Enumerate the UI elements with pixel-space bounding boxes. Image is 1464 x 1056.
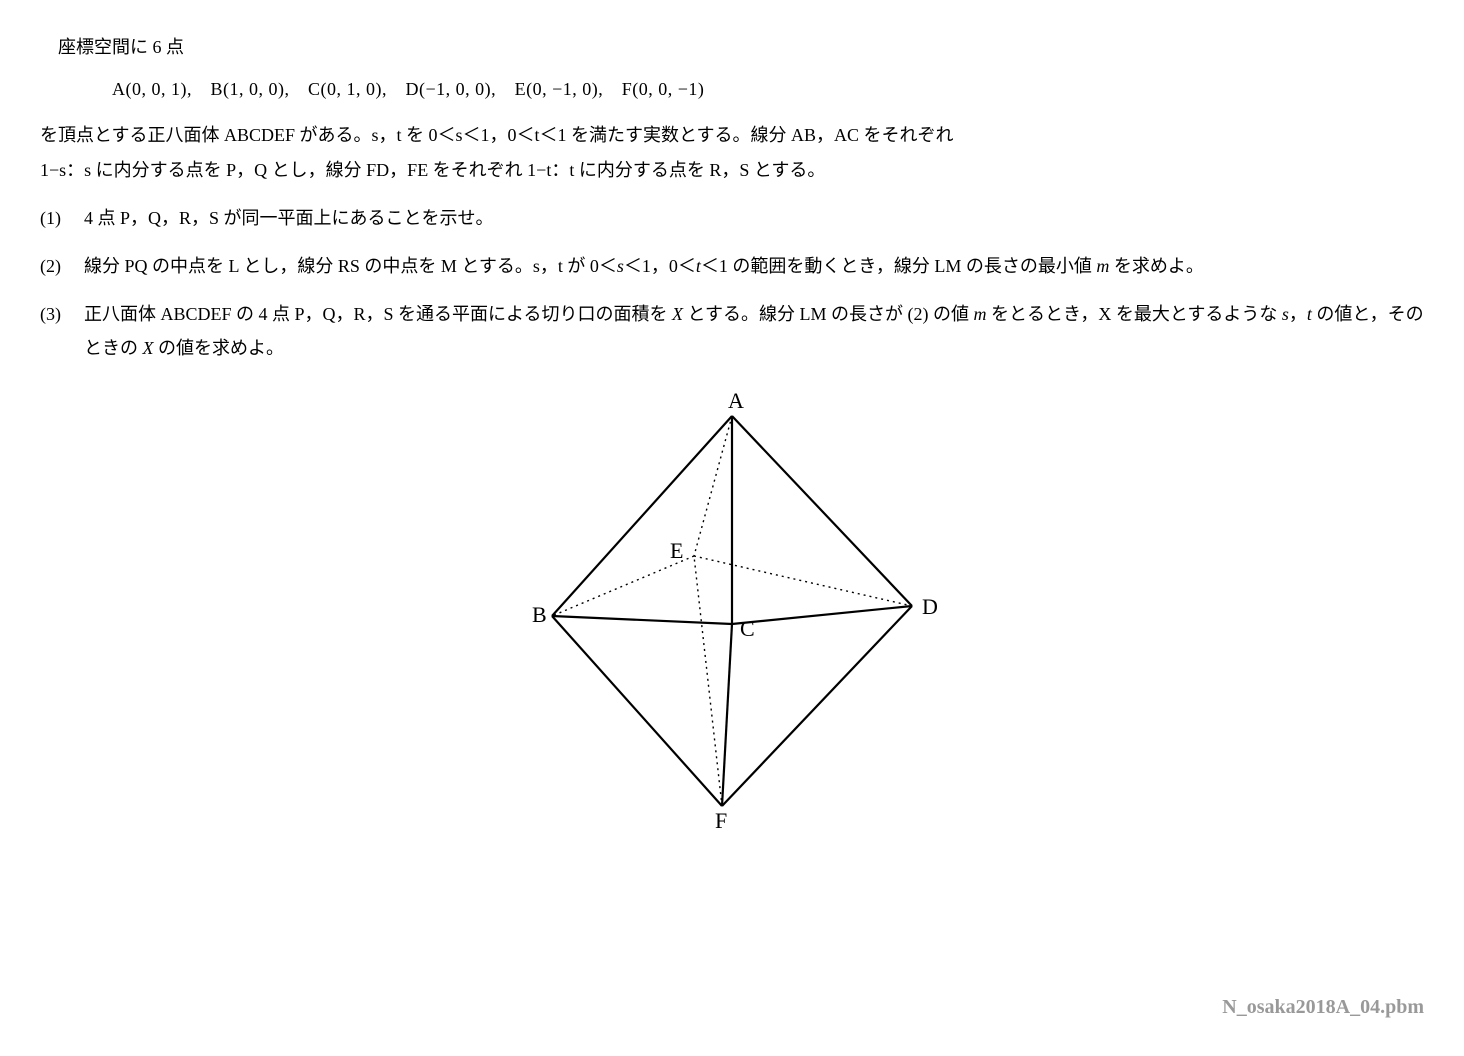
svg-text:F: F [715, 808, 727, 833]
question-number: (3) [40, 297, 84, 365]
points-list: A(0, 0, 1), B(1, 0, 0), C(0, 1, 0), D(−1… [112, 72, 1424, 106]
question-3: (3)正八面体 ABCDEF の 4 点 P，Q，R，S を通る平面による切り口… [40, 297, 1424, 365]
svg-text:A: A [728, 388, 744, 413]
desc-line1: を頂点とする正八面体 ABCDEF がある。s，t を 0＜s＜1，0＜t＜1 … [40, 125, 953, 145]
svg-text:E: E [670, 538, 683, 563]
svg-text:C: C [740, 616, 755, 641]
question-2: (2)線分 PQ の中点を L とし，線分 RS の中点を M とする。s，t … [40, 249, 1424, 283]
question-number: (1) [40, 201, 84, 235]
footer-filename: N_osaka2018A_04.pbm [1222, 988, 1424, 1026]
questions-block: (1)4 点 P，Q，R，S が同一平面上にあることを示せ。(2)線分 PQ の… [40, 201, 1424, 366]
intro-text: 座標空間に 6 点 [40, 30, 1424, 64]
question-text: 4 点 P，Q，R，S が同一平面上にあることを示せ。 [84, 201, 1424, 235]
question-text: 線分 PQ の中点を L とし，線分 RS の中点を M とする。s，t が 0… [84, 249, 1424, 283]
question-text: 正八面体 ABCDEF の 4 点 P，Q，R，S を通る平面による切り口の面積… [84, 297, 1424, 365]
figure-container: A B C D E F [40, 386, 1424, 857]
svg-text:D: D [922, 594, 938, 619]
description: を頂点とする正八面体 ABCDEF がある。s，t を 0＜s＜1，0＜t＜1 … [40, 118, 1424, 186]
question-1: (1)4 点 P，Q，R，S が同一平面上にあることを示せ。 [40, 201, 1424, 235]
question-number: (2) [40, 249, 84, 283]
svg-text:B: B [532, 602, 547, 627]
octahedron-diagram: A B C D E F [472, 386, 992, 846]
desc-line2: 1−s：s に内分する点を P，Q とし，線分 FD，FE をそれぞれ 1−t：… [40, 160, 825, 180]
